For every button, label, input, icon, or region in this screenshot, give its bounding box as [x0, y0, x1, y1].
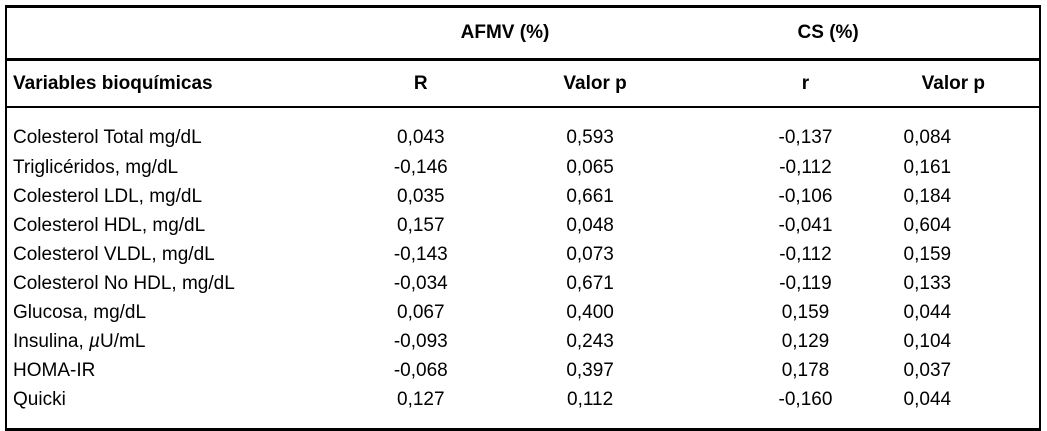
table-row: Triglicéridos, mg/dL -0,146 0,065 -0,112 0,1… — [6, 153, 1040, 182]
row-cs-r-value: 0,159 — [781, 301, 830, 323]
row-afmv-p-value: 0,048 — [566, 214, 614, 236]
row-cs-r-value: -0,112 — [779, 156, 832, 178]
row-variable-label: HOMA-IR — [13, 359, 96, 381]
row-variable-label: Colesterol LDL, mg/dL — [13, 185, 203, 207]
row-afmv-p-value: 0,112 — [567, 388, 614, 410]
row-cs-p-value: 0,044 — [903, 301, 952, 323]
row-afmv-R-value: -0,093 — [393, 330, 448, 352]
spacer-row — [6, 414, 1040, 430]
row-cs-p-value: 0,159 — [903, 243, 952, 265]
row-cs-r-value: -0,041 — [778, 214, 833, 236]
row-cs-r-value: -0,119 — [779, 272, 832, 294]
table-row: Colesterol HDL, mg/dL 0,157 0,048 -0,041 0,6… — [6, 211, 1040, 240]
row-cs-p-value: 0,044 — [903, 388, 952, 410]
row-afmv-R-value: -0,034 — [393, 272, 448, 294]
row-afmv-R-value: 0,127 — [397, 388, 445, 410]
table-row: Quicki 0,127 0,112 -0,160 0,044 — [6, 385, 1040, 414]
row-afmv-p-value: 0,593 — [566, 127, 614, 148]
row-cs-p-value: 0,133 — [903, 272, 952, 294]
row-cs-p-value: 0,604 — [903, 214, 952, 236]
row-afmv-p-value: 0,073 — [566, 243, 614, 265]
row-afmv-R-value: -0,146 — [393, 156, 448, 178]
row-afmv-R-value: -0,068 — [393, 359, 448, 381]
column-header-variables: Variables bioquímicas — [6, 59, 345, 108]
mu-symbol: µ — [89, 330, 100, 352]
table-row: Colesterol Total mg/dL 0,043 0,593 -0,137 0,… — [6, 107, 1040, 153]
row-variable-label: Quicki — [13, 388, 66, 410]
row-cs-p-value: 0,161 — [903, 156, 952, 178]
row-variable-label: Colesterol No HDL, mg/dL — [13, 272, 235, 294]
row-afmv-p-value: 0,400 — [566, 301, 614, 323]
row-cs-p-value: 0,104 — [903, 330, 952, 352]
group-header-cs: CS (%) — [693, 6, 1040, 61]
column-header-cs-r: r — [693, 59, 868, 108]
row-cs-r-value: -0,160 — [778, 388, 833, 410]
row-cs-r-value: -0,106 — [778, 185, 833, 207]
row-variable-label: Insulina, µU/mL — [13, 330, 146, 352]
row-cs-p-value: 0,037 — [903, 359, 952, 381]
row-variable-label: Triglicéridos, mg/dL — [13, 156, 179, 178]
group-header-spacer — [6, 6, 345, 61]
group-header-afmv: AFMV (%) — [344, 6, 694, 61]
table-header: AFMV (%) CS (%) Variables bioquímicas R … — [6, 6, 1040, 108]
row-afmv-p-value: 0,671 — [566, 272, 614, 294]
row-variable-label: Colesterol VLDL, mg/dL — [13, 243, 215, 265]
table-body: Colesterol Total mg/dL 0,043 0,593 -0,137 0,… — [6, 107, 1040, 430]
column-header-afmv-R: R — [344, 59, 497, 108]
table-row: Glucosa, mg/dL 0,067 0,400 0,159 0,044 — [6, 298, 1040, 327]
table-row: Colesterol LDL, mg/dL 0,035 0,661 -0,106 0,1… — [6, 182, 1040, 211]
column-header-cs-valor-p: Valor p — [867, 59, 1040, 108]
row-cs-r-value: 0,129 — [781, 330, 830, 352]
row-afmv-R-value: 0,035 — [397, 185, 445, 207]
row-cs-p-value: 0,084 — [903, 127, 952, 148]
row-variable-label: Colesterol Total mg/dL — [13, 127, 202, 148]
row-afmv-R-value: 0,067 — [397, 301, 445, 323]
row-cs-r-value: -0,137 — [778, 127, 833, 148]
column-header-afmv-valor-p: Valor p — [496, 59, 694, 108]
row-cs-r-value: -0,112 — [779, 243, 832, 265]
column-header-row: Variables bioquímicas R Valor p r Valor … — [6, 59, 1040, 108]
row-afmv-p-value: 0,065 — [566, 156, 614, 178]
row-variable-label: Colesterol HDL, mg/dL — [13, 214, 206, 236]
row-cs-r-value: 0,178 — [781, 359, 830, 381]
row-afmv-R-value: 0,157 — [397, 214, 445, 236]
row-afmv-p-value: 0,243 — [566, 330, 614, 352]
row-cs-p-value: 0,184 — [903, 185, 952, 207]
row-afmv-p-value: 0,661 — [566, 185, 614, 207]
correlation-table: AFMV (%) CS (%) Variables bioquímicas R … — [5, 5, 1041, 431]
table-row: Colesterol VLDL, mg/dL -0,143 0,073 -0,112 0… — [6, 240, 1040, 269]
table-row: Insulina, µU/mL -0,093 0,243 0,129 0,104 — [6, 327, 1040, 356]
table-row: HOMA-IR -0,068 0,397 0,178 0,037 — [6, 356, 1040, 385]
row-afmv-R-value: -0,143 — [393, 243, 448, 265]
row-afmv-R-value: 0,043 — [397, 127, 445, 148]
row-afmv-p-value: 0,397 — [566, 359, 614, 381]
row-variable-label: Glucosa, mg/dL — [13, 301, 147, 323]
table-row: Colesterol No HDL, mg/dL -0,034 0,671 -0,11… — [6, 269, 1040, 298]
group-header-row: AFMV (%) CS (%) — [6, 6, 1040, 61]
